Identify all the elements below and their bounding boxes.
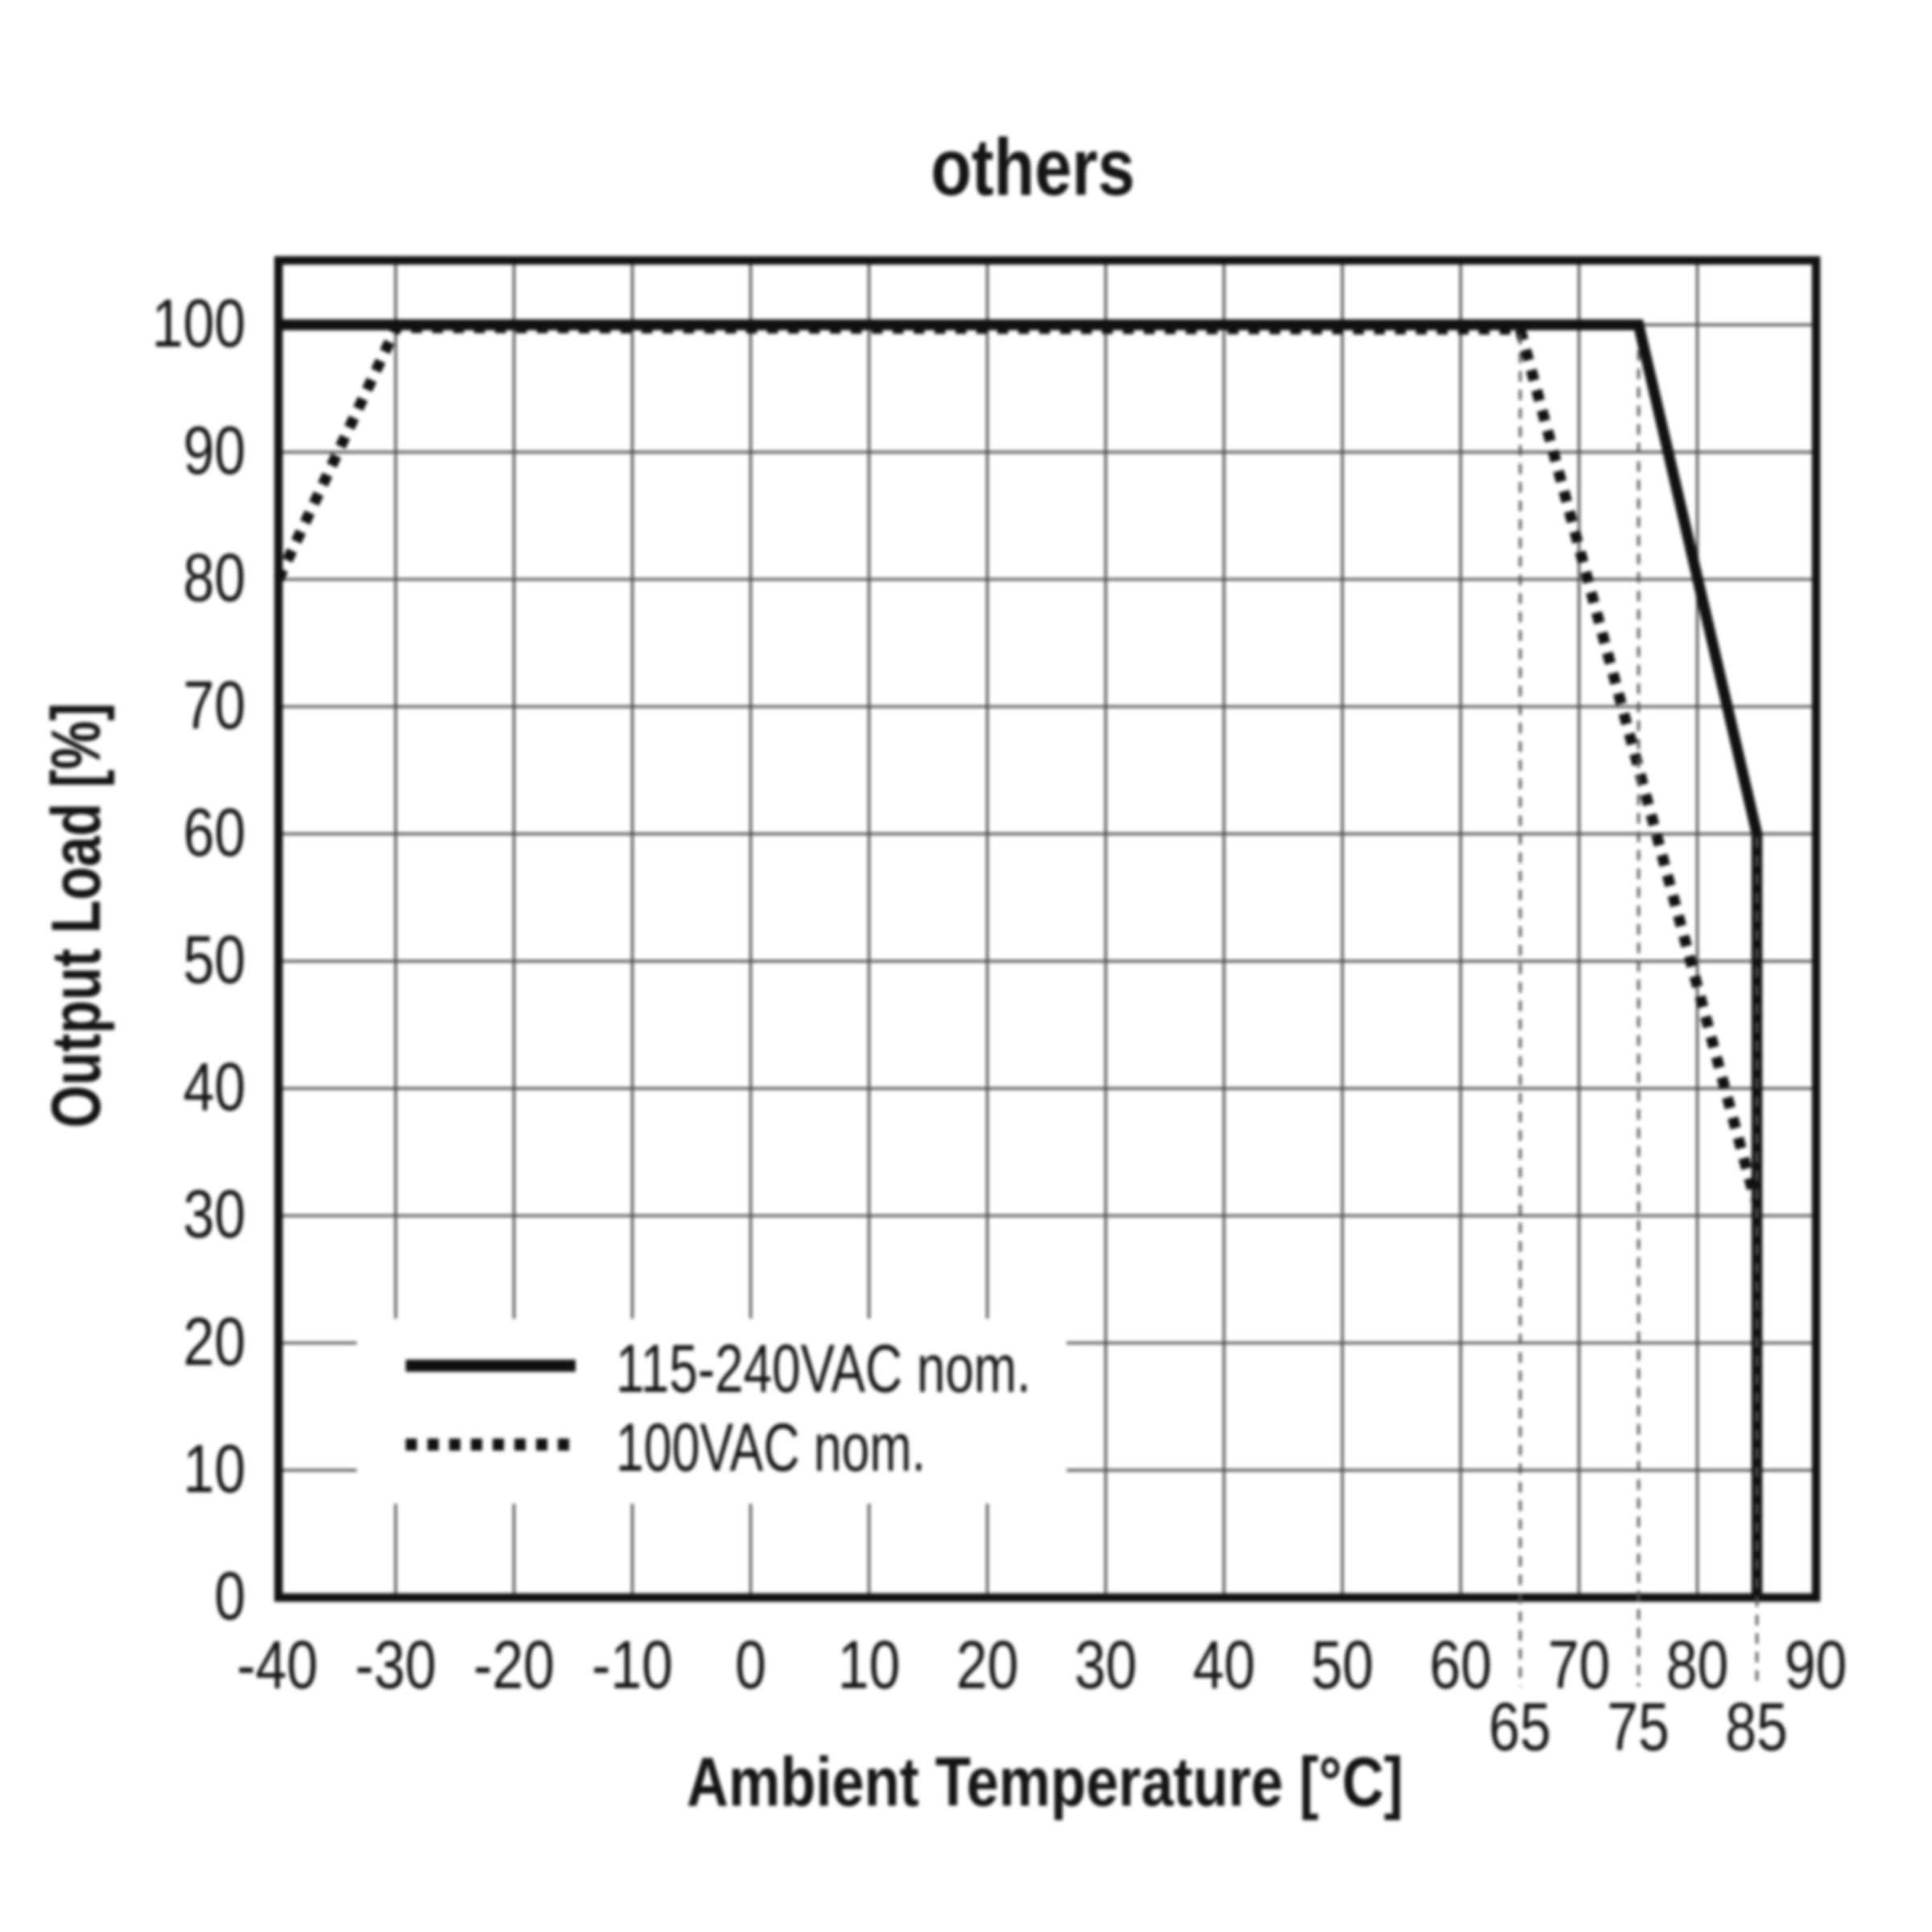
svg-text:30: 30 <box>183 1177 246 1253</box>
svg-text:80: 80 <box>1666 1628 1729 1703</box>
svg-text:20: 20 <box>183 1304 246 1380</box>
svg-text:85: 85 <box>1725 1690 1788 1765</box>
svg-text:80: 80 <box>183 541 246 617</box>
svg-text:60: 60 <box>1430 1628 1492 1703</box>
svg-text:0: 0 <box>735 1628 766 1703</box>
svg-text:70: 70 <box>1548 1628 1611 1703</box>
svg-text:70: 70 <box>183 668 246 744</box>
svg-text:50: 50 <box>183 923 246 998</box>
svg-text:40: 40 <box>1193 1628 1256 1703</box>
svg-text:10: 10 <box>183 1431 246 1507</box>
svg-text:-20: -20 <box>473 1628 555 1703</box>
svg-text:0: 0 <box>214 1558 246 1634</box>
svg-text:115-240VAC nom.: 115-240VAC nom. <box>616 1330 1031 1406</box>
svg-text:100VAC nom.: 100VAC nom. <box>616 1410 926 1485</box>
svg-text:-40: -40 <box>237 1628 318 1703</box>
svg-text:100: 100 <box>152 286 246 361</box>
svg-text:-30: -30 <box>355 1628 436 1703</box>
svg-text:75: 75 <box>1607 1690 1670 1765</box>
svg-text:10: 10 <box>838 1628 901 1703</box>
svg-text:50: 50 <box>1311 1628 1374 1703</box>
svg-text:20: 20 <box>956 1628 1019 1703</box>
svg-text:90: 90 <box>183 414 246 489</box>
svg-text:others: others <box>931 123 1135 213</box>
svg-text:65: 65 <box>1488 1690 1551 1765</box>
svg-text:Ambient Temperature [°C]: Ambient Temperature [°C] <box>687 1743 1403 1820</box>
svg-text:90: 90 <box>1785 1628 1847 1703</box>
svg-text:-10: -10 <box>592 1628 673 1703</box>
svg-text:30: 30 <box>1075 1628 1137 1703</box>
svg-text:60: 60 <box>183 795 246 871</box>
svg-text:Output Load [%]: Output Load [%] <box>38 703 114 1128</box>
svg-text:40: 40 <box>183 1050 246 1125</box>
